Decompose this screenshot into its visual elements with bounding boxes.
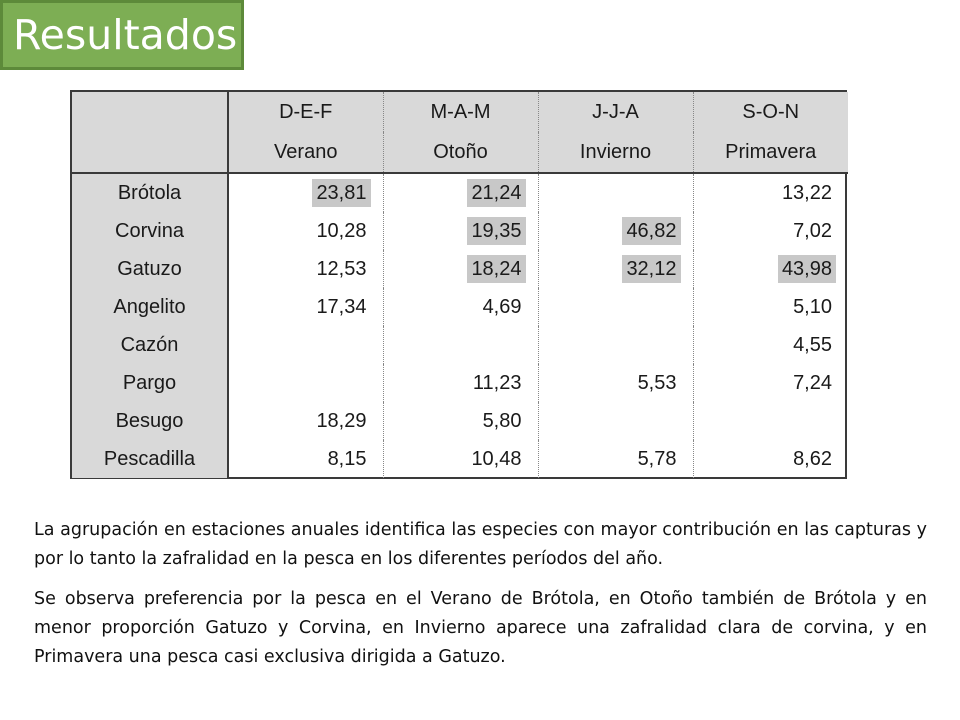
header-cell: M-A-M [383,92,539,132]
results-table: D-E-F M-A-M J-J-A S-O-N Verano Otoño Invierno P… [70,90,848,479]
header-cell: Primavera [693,132,848,174]
value-cell: 4,55 [693,326,848,364]
value-cell: 46,82 [538,212,694,250]
header-corner [72,132,229,174]
highlighted-value: 43,98 [777,255,836,283]
highlighted-value: 19,35 [467,217,526,245]
value-cell [538,288,694,326]
table-row: Gatuzo 12,53 18,24 32,12 43,98 [72,250,848,288]
value-cell [538,326,694,364]
species-label: Pescadilla [72,440,229,478]
value-cell: 43,98 [693,250,848,288]
value-text: 5,53 [637,372,677,394]
value-cell: 12,53 [228,250,384,288]
table-row: Brótola 23,81 21,24 13,22 [72,173,848,212]
value-cell: 23,81 [228,173,384,212]
value-cell [228,326,384,364]
header-cell: Otoño [383,132,539,174]
header-row-bottom: Verano Otoño Invierno Primavera [72,132,848,174]
season-species-table: D-E-F M-A-M J-J-A S-O-N Verano Otoño Invierno P… [72,92,848,478]
highlighted-value: 23,81 [312,179,371,207]
header-row-top: D-E-F M-A-M J-J-A S-O-N [72,92,848,132]
value-cell [538,402,694,440]
species-label: Pargo [72,364,229,402]
header-cell: D-E-F [228,92,384,132]
slide-title: Resultados [0,0,244,70]
value-text: 18,29 [316,410,367,432]
species-label: Besugo [72,402,229,440]
species-label: Angelito [72,288,229,326]
highlighted-value: 18,24 [467,255,526,283]
table-row: Pargo 11,23 5,53 7,24 [72,364,848,402]
value-cell: 21,24 [383,173,539,212]
value-text: 4,69 [482,296,522,318]
species-label: Corvina [72,212,229,250]
paragraph-1: La agrupación en estaciones anuales iden… [34,520,927,569]
value-cell: 5,53 [538,364,694,402]
value-cell [228,364,384,402]
table-row: Angelito 17,34 4,69 5,10 [72,288,848,326]
value-cell: 10,28 [228,212,384,250]
header-cell: Verano [228,132,384,174]
value-cell: 5,78 [538,440,694,478]
species-label: Cazón [72,326,229,364]
value-text: 10,48 [471,448,522,470]
value-cell: 5,10 [693,288,848,326]
value-text: 10,28 [316,220,367,242]
value-text: 11,23 [472,372,522,394]
value-text: 12,53 [316,258,367,280]
header-cell: Invierno [538,132,694,174]
value-cell: 4,69 [383,288,539,326]
value-cell: 5,80 [383,402,539,440]
value-cell: 13,22 [693,173,848,212]
value-cell [383,326,539,364]
species-label: Brótola [72,173,229,212]
header-cell: S-O-N [693,92,848,132]
value-cell: 10,48 [383,440,539,478]
value-text: 5,80 [482,410,522,432]
value-cell: 11,23 [383,364,539,402]
value-text: 5,78 [637,448,677,470]
value-cell [693,402,848,440]
value-text: 4,55 [793,334,832,356]
header-corner [72,92,229,132]
value-text: 17,34 [316,296,367,318]
value-text: 8,15 [327,448,367,470]
table-row: Pescadilla 8,15 10,48 5,78 8,62 [72,440,848,478]
value-text: 8,62 [793,448,832,470]
value-cell: 19,35 [383,212,539,250]
table-row: Corvina 10,28 19,35 46,82 7,02 [72,212,848,250]
value-text: 7,24 [793,372,832,394]
value-text: 13,22 [781,182,832,204]
value-cell: 32,12 [538,250,694,288]
table-row: Cazón 4,55 [72,326,848,364]
value-cell: 18,24 [383,250,539,288]
highlighted-value: 46,82 [622,217,681,245]
value-cell: 18,29 [228,402,384,440]
value-cell: 8,62 [693,440,848,478]
highlighted-value: 21,24 [467,179,526,207]
header-cell: J-J-A [538,92,694,132]
value-cell: 17,34 [228,288,384,326]
value-cell: 7,02 [693,212,848,250]
highlighted-value: 32,12 [622,255,681,283]
value-cell: 8,15 [228,440,384,478]
species-label: Gatuzo [72,250,229,288]
value-text: 7,02 [793,220,832,242]
value-cell: 7,24 [693,364,848,402]
value-text: 5,10 [793,296,832,318]
paragraph-2: Se observa preferencia por la pesca en e… [34,589,927,667]
table-row: Besugo 18,29 5,80 [72,402,848,440]
value-cell [538,173,694,212]
